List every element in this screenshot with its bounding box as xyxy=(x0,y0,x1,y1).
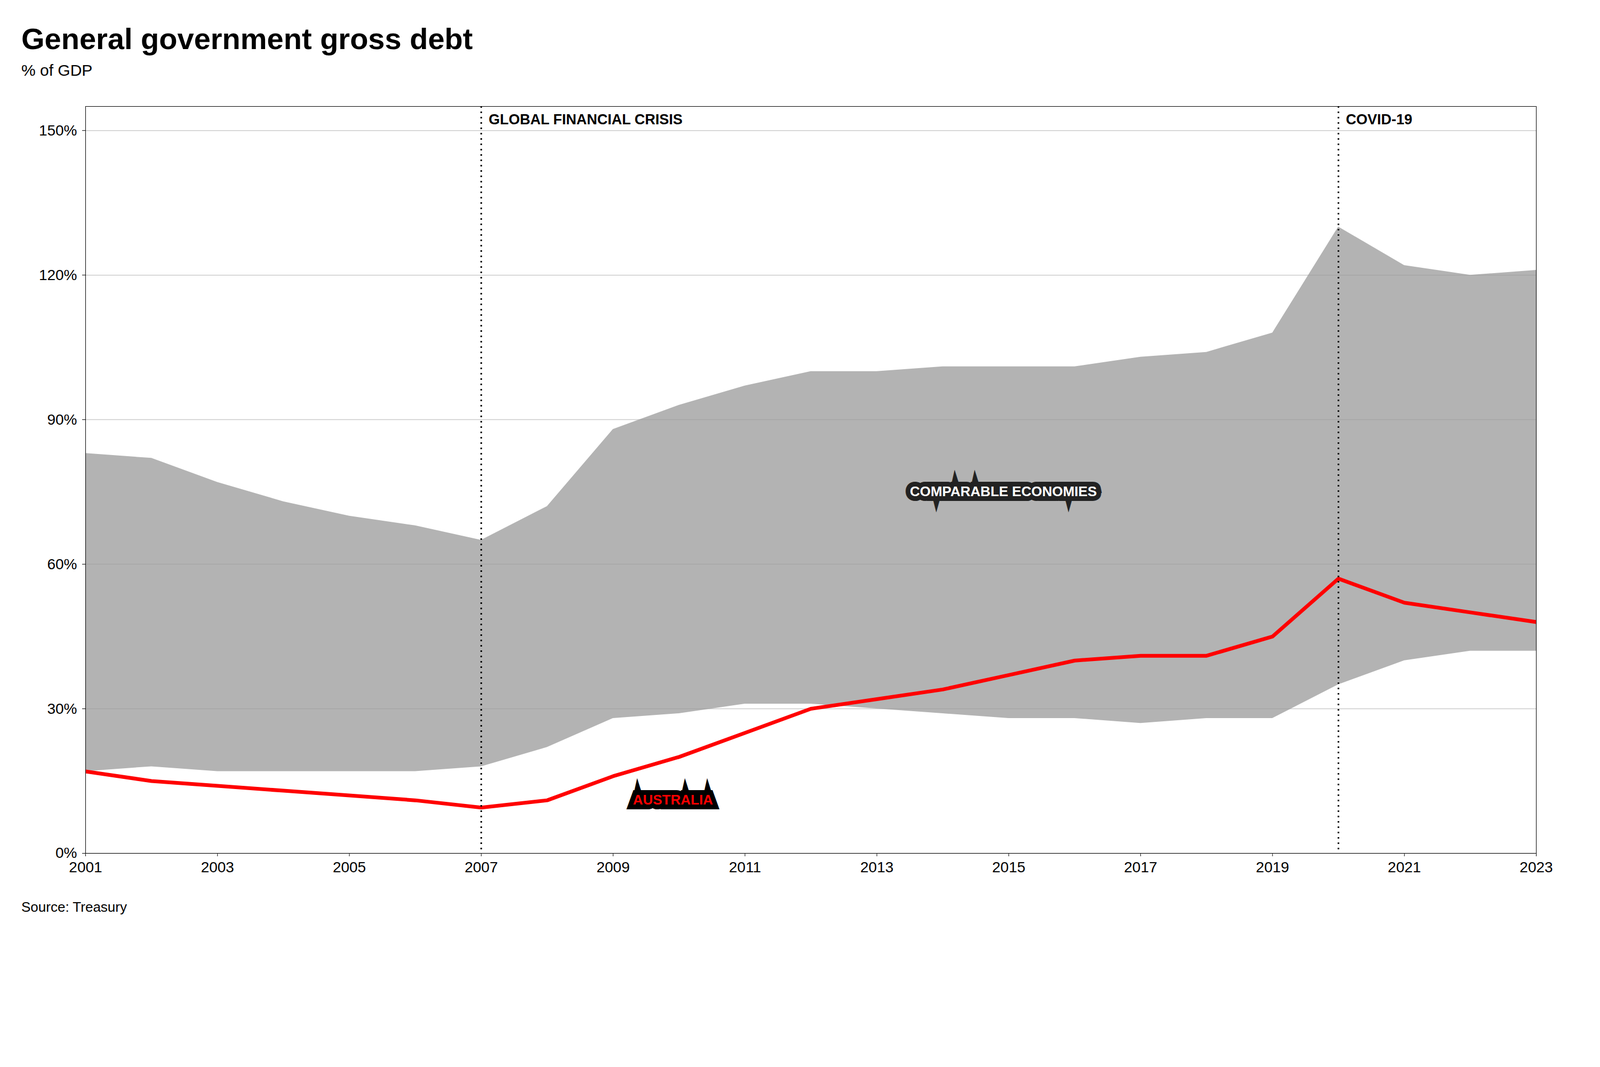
svg-text:2007: 2007 xyxy=(464,858,498,876)
svg-text:2005: 2005 xyxy=(332,858,366,876)
svg-text:GLOBAL FINANCIAL CRISIS: GLOBAL FINANCIAL CRISIS xyxy=(488,111,683,128)
svg-text:60%: 60% xyxy=(46,555,77,573)
svg-text:2015: 2015 xyxy=(992,858,1026,876)
svg-text:AUSTRALIA: AUSTRALIA xyxy=(633,791,714,808)
svg-text:COVID-19: COVID-19 xyxy=(1346,111,1413,128)
svg-text:2023: 2023 xyxy=(1519,858,1553,876)
html-text:General government gross debt: General government gross debt xyxy=(21,21,473,56)
html-text:Source: Treasury: Source: Treasury xyxy=(21,898,127,915)
svg-text:2001: 2001 xyxy=(68,858,102,876)
svg-text:2009: 2009 xyxy=(596,858,630,876)
svg-text:COMPARABLE ECONOMIES: COMPARABLE ECONOMIES xyxy=(909,483,1098,500)
svg-text:2017: 2017 xyxy=(1124,858,1158,876)
svg-text:90%: 90% xyxy=(46,411,77,428)
svg-text:30%: 30% xyxy=(46,699,77,717)
svg-text:150%: 150% xyxy=(38,122,78,139)
svg-text:0%: 0% xyxy=(55,844,78,862)
svg-text:2013: 2013 xyxy=(860,858,894,876)
svg-text:120%: 120% xyxy=(38,266,78,284)
svg-text:2011: 2011 xyxy=(729,858,762,876)
svg-text:2021: 2021 xyxy=(1387,858,1421,876)
svg-text:2019: 2019 xyxy=(1256,858,1290,876)
html-text:% of GDP: % of GDP xyxy=(21,61,93,79)
svg-text:2003: 2003 xyxy=(201,858,235,876)
